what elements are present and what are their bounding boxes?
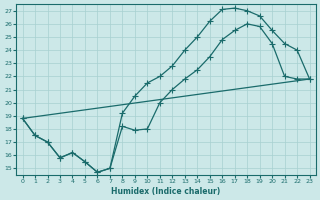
X-axis label: Humidex (Indice chaleur): Humidex (Indice chaleur): [111, 187, 221, 196]
